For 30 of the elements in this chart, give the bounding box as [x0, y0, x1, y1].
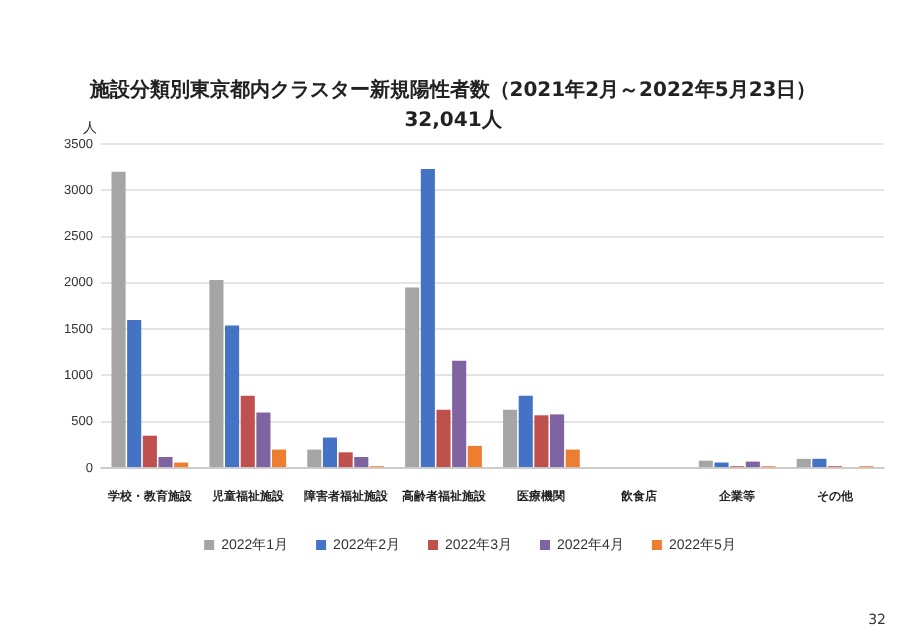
bar: [698, 460, 713, 468]
bar: [534, 415, 549, 468]
bar: [322, 437, 338, 468]
bar: [550, 414, 565, 468]
chart-subtitle: 32,041人: [404, 110, 502, 132]
bar: [307, 449, 322, 468]
bar: [714, 462, 729, 468]
bar: [452, 360, 467, 468]
bar: [127, 319, 142, 468]
bar: [111, 171, 126, 468]
bar: [436, 409, 451, 468]
bar: [420, 169, 435, 468]
chart-title: 施設分類別東京都内クラスター新規陽性者数（2021年2月～2022年5月23日）: [87, 76, 819, 104]
bar: [796, 458, 811, 468]
bar: [405, 287, 420, 468]
bar: [240, 395, 255, 468]
bar: [338, 452, 353, 468]
bar: [209, 280, 224, 468]
bar: [158, 456, 173, 468]
bar: [272, 449, 287, 468]
bar: [354, 456, 369, 468]
bar: [745, 461, 760, 468]
bar: [467, 445, 482, 468]
bar: [518, 395, 533, 468]
bar: [225, 325, 240, 468]
bar: [142, 435, 157, 468]
bar: [256, 412, 271, 468]
bar: [812, 458, 827, 468]
bar: [503, 409, 518, 468]
bar: [565, 449, 580, 468]
